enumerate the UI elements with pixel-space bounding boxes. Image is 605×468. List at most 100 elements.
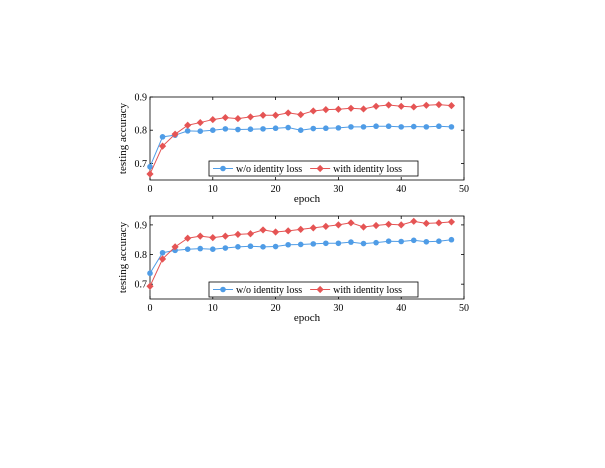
data-point xyxy=(447,102,456,110)
data-point xyxy=(385,238,392,244)
data-point xyxy=(359,223,368,231)
x-tick-label: 20 xyxy=(271,184,281,195)
data-point xyxy=(147,270,153,277)
series-2 xyxy=(146,217,456,290)
legend-marker xyxy=(220,286,226,293)
data-point xyxy=(423,238,430,245)
data-point xyxy=(373,123,379,130)
data-point xyxy=(410,103,418,111)
data-point xyxy=(436,238,442,244)
data-point xyxy=(259,111,267,119)
data-point xyxy=(322,106,330,114)
data-point xyxy=(222,126,229,132)
data-point xyxy=(146,170,154,178)
data-point xyxy=(423,124,430,130)
legend-marker xyxy=(220,165,226,172)
data-point xyxy=(184,234,192,242)
data-point xyxy=(285,124,291,131)
data-point xyxy=(422,101,430,109)
data-point xyxy=(447,218,456,226)
data-point xyxy=(247,243,254,250)
data-point xyxy=(347,219,355,227)
y-tick-label: 0.8 xyxy=(135,126,148,137)
x-tick-label: 0 xyxy=(148,184,153,195)
data-point xyxy=(410,237,417,244)
data-point xyxy=(309,224,317,232)
data-point xyxy=(272,228,280,236)
data-point xyxy=(448,236,455,243)
data-point xyxy=(158,255,167,263)
data-point xyxy=(398,238,405,245)
data-point xyxy=(360,124,367,130)
legend-label: with identity loss xyxy=(333,285,402,296)
y-tick-label: 0.7 xyxy=(135,280,148,291)
x-tick-label: 10 xyxy=(208,303,218,314)
data-point xyxy=(260,244,266,250)
data-point xyxy=(373,239,379,246)
data-point xyxy=(360,240,367,247)
x-tick-label: 50 xyxy=(459,184,469,195)
data-point xyxy=(310,241,317,247)
y-tick-label: 0.8 xyxy=(135,250,148,261)
data-point xyxy=(372,221,380,230)
data-point xyxy=(335,240,342,247)
chart-2: 0 10 20 30 40 50 0.7 0.8 0.9 epoch testing accurac… xyxy=(117,215,469,324)
x-axis-label: epoch xyxy=(294,193,321,205)
data-point xyxy=(335,125,342,131)
data-point xyxy=(235,126,241,133)
data-point xyxy=(410,217,418,225)
data-point xyxy=(309,107,317,115)
data-point xyxy=(272,125,279,132)
data-point xyxy=(221,232,229,240)
data-point xyxy=(209,234,217,242)
data-point xyxy=(359,105,368,113)
x-tick-label: 0 xyxy=(148,303,153,314)
data-point xyxy=(422,219,430,228)
data-point xyxy=(323,125,329,132)
y-tick-label: 0.9 xyxy=(135,220,148,231)
data-point xyxy=(184,121,192,129)
data-point xyxy=(184,246,191,252)
axes-box xyxy=(149,96,465,181)
legend-entry: w/o identity loss xyxy=(213,164,302,175)
y-axis-label: testing accuracy xyxy=(117,221,129,293)
data-point xyxy=(323,240,329,247)
legend-marker xyxy=(316,164,324,173)
y-axis-label: testing accuracy xyxy=(117,102,129,174)
data-point xyxy=(247,126,254,133)
data-point xyxy=(398,124,405,130)
data-point xyxy=(234,114,242,123)
data-point xyxy=(347,104,355,112)
chart-1: 0 10 20 30 40 50 0.7 0.8 0.9 epoch testing accurac… xyxy=(117,93,469,206)
axes-box xyxy=(149,215,465,300)
data-point xyxy=(297,127,304,133)
legend-entry: w/o identity loss xyxy=(213,285,302,296)
series-2 xyxy=(146,101,456,178)
data-point xyxy=(284,227,292,235)
data-point xyxy=(297,225,305,233)
data-point xyxy=(385,101,393,109)
data-point xyxy=(348,239,354,245)
data-point xyxy=(322,222,330,230)
data-point xyxy=(410,123,417,130)
data-point xyxy=(147,163,153,170)
data-point xyxy=(334,105,342,113)
x-tick-label: 30 xyxy=(333,184,343,195)
data-point xyxy=(197,245,204,252)
data-point xyxy=(297,241,304,248)
data-point xyxy=(272,243,279,250)
data-point xyxy=(210,127,216,133)
data-point xyxy=(334,221,342,229)
data-point xyxy=(158,142,167,150)
data-point xyxy=(234,230,242,238)
legend-label: with identity loss xyxy=(333,164,402,175)
data-point xyxy=(209,115,217,124)
data-point xyxy=(222,245,229,251)
data-point xyxy=(196,232,204,240)
data-point xyxy=(210,246,216,252)
data-point xyxy=(221,113,229,122)
data-point xyxy=(310,125,317,132)
data-point xyxy=(272,111,280,119)
data-point xyxy=(197,128,204,134)
